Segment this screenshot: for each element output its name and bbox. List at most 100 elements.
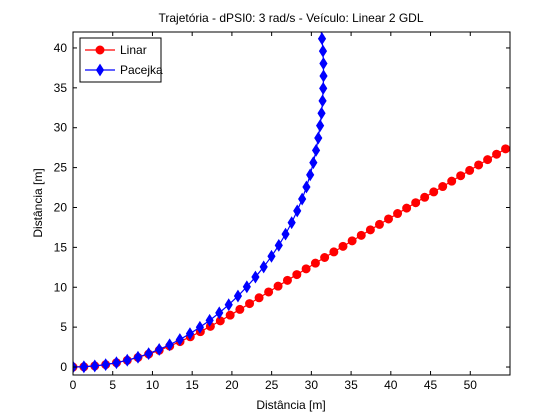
data-point-linar bbox=[465, 165, 475, 175]
data-point-pacejka bbox=[298, 192, 307, 206]
data-point-linar bbox=[374, 219, 384, 229]
data-point-pacejka bbox=[314, 131, 323, 145]
data-point-linar bbox=[292, 270, 302, 280]
data-point-pacejka bbox=[224, 298, 233, 312]
data-point-linar bbox=[456, 171, 466, 181]
y-tick-label: 10 bbox=[54, 280, 68, 294]
data-point-linar bbox=[402, 203, 412, 213]
y-axis-title: Distância [m] bbox=[31, 168, 45, 237]
data-point-pacejka bbox=[259, 260, 268, 274]
x-tick-label: 30 bbox=[305, 378, 319, 392]
data-point-pacejka bbox=[302, 180, 311, 194]
data-point-linar bbox=[338, 241, 348, 251]
data-point-pacejka bbox=[309, 156, 318, 170]
data-point-pacejka bbox=[251, 270, 260, 284]
data-point-linar bbox=[365, 225, 375, 235]
data-point-linar bbox=[264, 287, 274, 297]
y-tick-label: 20 bbox=[54, 200, 68, 214]
data-point-pacejka bbox=[123, 353, 132, 367]
y-tick-label: 25 bbox=[54, 161, 68, 175]
series-layer bbox=[73, 0, 510, 374]
x-tick-label: 5 bbox=[109, 378, 116, 392]
legend-label: Pacejka bbox=[120, 63, 163, 77]
data-point-pacejka bbox=[144, 347, 153, 361]
data-point-linar bbox=[320, 253, 330, 263]
legend-marker bbox=[95, 45, 105, 55]
data-point-linar bbox=[420, 192, 430, 202]
data-point-linar bbox=[301, 264, 311, 274]
data-point-linar bbox=[282, 275, 292, 285]
legend-box bbox=[79, 37, 162, 83]
data-point-linar bbox=[483, 155, 493, 165]
x-tick-label: 40 bbox=[384, 378, 398, 392]
data-point-pacejka bbox=[306, 168, 315, 182]
data-point-linar bbox=[411, 198, 421, 208]
data-point-pacejka bbox=[233, 289, 243, 303]
data-point-pacejka bbox=[155, 343, 164, 356]
data-point-linar bbox=[215, 316, 225, 326]
y-tick-label: 0 bbox=[60, 360, 67, 374]
data-point-pacejka bbox=[242, 280, 251, 294]
data-point-linar bbox=[429, 187, 439, 197]
data-point-linar bbox=[347, 236, 357, 246]
data-point-pacejka bbox=[318, 44, 328, 58]
data-point-linar bbox=[384, 214, 394, 224]
data-point-pacejka bbox=[205, 313, 214, 327]
data-point-pacejka bbox=[175, 333, 184, 346]
data-point-pacejka bbox=[313, 0, 320, 8]
data-point-linar bbox=[438, 182, 448, 192]
x-tick-label: 20 bbox=[225, 378, 239, 392]
data-point-pacejka bbox=[133, 350, 143, 364]
data-point-linar bbox=[492, 149, 502, 159]
plot-frame bbox=[72, 31, 511, 376]
series-pacejka bbox=[73, 0, 328, 374]
data-point-pacejka bbox=[319, 57, 328, 70]
legend-marker bbox=[95, 63, 105, 77]
data-point-pacejka bbox=[185, 327, 195, 341]
y-tick-label: 15 bbox=[54, 240, 68, 254]
data-point-linar bbox=[310, 258, 320, 268]
y-tick-label: 30 bbox=[54, 121, 68, 135]
x-axis-title: Distância [m] bbox=[256, 398, 325, 412]
data-point-pacejka bbox=[317, 106, 326, 120]
data-point-linar bbox=[235, 304, 245, 314]
data-point-linar bbox=[393, 209, 403, 219]
data-point-linar bbox=[501, 144, 510, 154]
data-point-linar bbox=[474, 160, 484, 170]
data-point-linar bbox=[329, 247, 339, 257]
data-point-pacejka bbox=[319, 81, 328, 95]
plot-area bbox=[73, 32, 510, 375]
x-tick-label: 0 bbox=[70, 378, 77, 392]
x-tick-label: 50 bbox=[464, 378, 478, 392]
data-point-pacejka bbox=[195, 320, 204, 334]
legend: Linar Pacejka bbox=[79, 37, 163, 83]
x-axis: 0 5 10 15 20 25 30 35 40 45 50 bbox=[70, 32, 478, 392]
data-point-pacejka bbox=[101, 358, 110, 372]
data-point-linar bbox=[254, 293, 264, 303]
x-tick-label: 15 bbox=[186, 378, 200, 392]
data-point-pacejka bbox=[274, 238, 283, 252]
data-point-pacejka bbox=[317, 32, 327, 46]
x-tick-label: 25 bbox=[265, 378, 279, 392]
y-tick-label: 40 bbox=[54, 41, 68, 55]
data-point-pacejka bbox=[267, 249, 276, 263]
y-tick-label: 35 bbox=[54, 81, 68, 95]
data-point-pacejka bbox=[287, 216, 296, 230]
chart-title: Trajetória - dPSI0: 3 rad/s - Veículo: L… bbox=[158, 11, 423, 25]
data-point-pacejka bbox=[311, 143, 321, 157]
data-point-pacejka bbox=[90, 359, 99, 373]
data-point-pacejka bbox=[112, 356, 121, 370]
y-axis: 0 5 10 15 20 25 30 35 40 bbox=[54, 41, 510, 374]
data-point-pacejka bbox=[215, 306, 224, 320]
data-point-linar bbox=[356, 230, 366, 240]
data-point-pacejka bbox=[293, 204, 302, 218]
data-point-pacejka bbox=[316, 119, 325, 133]
data-point-linar bbox=[447, 176, 457, 186]
data-point-pacejka bbox=[281, 227, 290, 241]
y-tick-label: 5 bbox=[60, 320, 67, 334]
data-point-pacejka bbox=[79, 360, 88, 374]
data-point-linar bbox=[225, 310, 235, 320]
data-point-pacejka bbox=[165, 338, 174, 352]
